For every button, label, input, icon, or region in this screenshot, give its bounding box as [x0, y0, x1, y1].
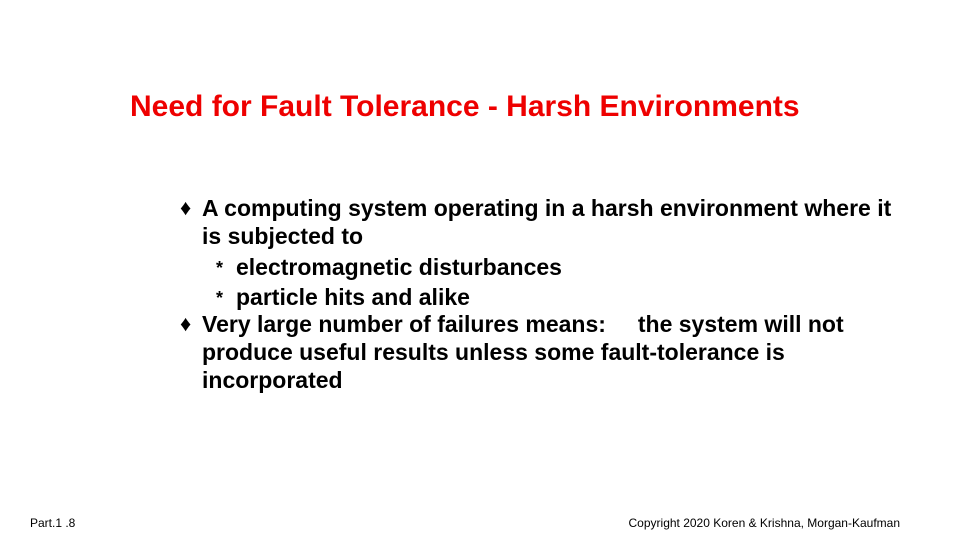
diamond-icon: ♦: [180, 311, 191, 337]
asterisk-icon: *: [216, 288, 223, 310]
slide-title: Need for Fault Tolerance - Harsh Environ…: [130, 90, 800, 124]
sub-bullet-1-text: electromagnetic disturbances: [236, 254, 562, 280]
sub-bullet-2: * particle hits and alike: [180, 284, 900, 312]
diamond-icon: ♦: [180, 195, 191, 221]
sub-bullet-1: * electromagnetic disturbances: [180, 254, 900, 282]
bullet-2: ♦ Very large number of failures means: t…: [180, 311, 900, 394]
bullet-1: ♦ A computing system operating in a hars…: [180, 195, 900, 250]
asterisk-icon: *: [216, 258, 223, 280]
slide-content: ♦ A computing system operating in a hars…: [180, 195, 900, 398]
sub-bullet-2-text: particle hits and alike: [236, 284, 470, 310]
bullet-2-text: Very large number of failures means: the…: [202, 311, 844, 392]
bullet-1-text: A computing system operating in a harsh …: [202, 195, 891, 249]
footer-copyright: Copyright 2020 Koren & Krishna, Morgan-K…: [629, 516, 900, 530]
footer-page-number: Part.1 .8: [30, 516, 75, 530]
